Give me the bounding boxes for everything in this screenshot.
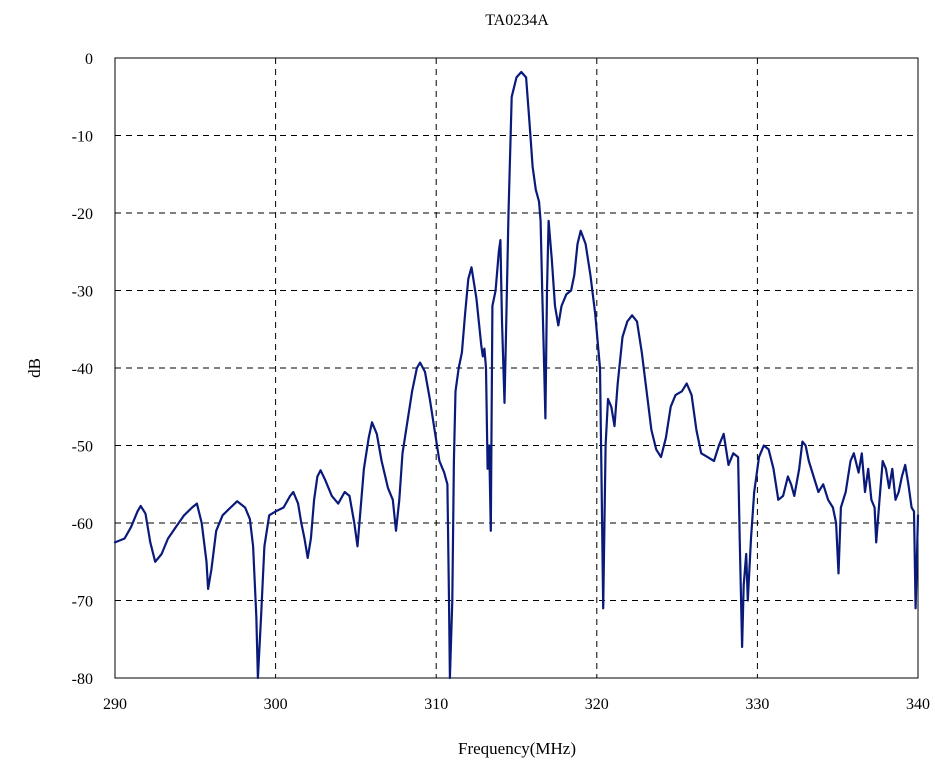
y-tick-label: -20 <box>72 206 93 223</box>
y-tick-label: -80 <box>72 671 93 688</box>
x-axis-label: Frequency(MHz) <box>458 739 576 758</box>
x-tick-label: 300 <box>264 696 288 713</box>
y-tick-label: -10 <box>72 129 93 146</box>
x-tick-label: 330 <box>745 696 769 713</box>
y-axis-label: dB <box>25 358 44 378</box>
chart-title: TA0234A <box>485 12 549 29</box>
y-tick-label: -70 <box>72 594 93 611</box>
series-line-0 <box>113 70 920 680</box>
y-tick-label: 0 <box>85 51 93 68</box>
y-axis-ticks: 0 -10 -20 -30 -40 -50 -60 -70 -80 <box>72 51 93 688</box>
x-tick-label: 290 <box>103 696 127 713</box>
x-tick-label: 340 <box>906 696 930 713</box>
y-tick-label: -60 <box>72 516 93 533</box>
x-tick-label: 320 <box>585 696 609 713</box>
x-tick-label: 310 <box>424 696 448 713</box>
y-tick-label: -50 <box>72 439 93 456</box>
x-axis-ticks: 290 300 310 320 330 340 <box>103 696 930 713</box>
y-tick-label: -30 <box>72 284 93 301</box>
series-group <box>113 70 920 680</box>
y-tick-label: -40 <box>72 361 93 378</box>
grid-lines <box>115 58 918 678</box>
plot-area <box>114 57 919 679</box>
